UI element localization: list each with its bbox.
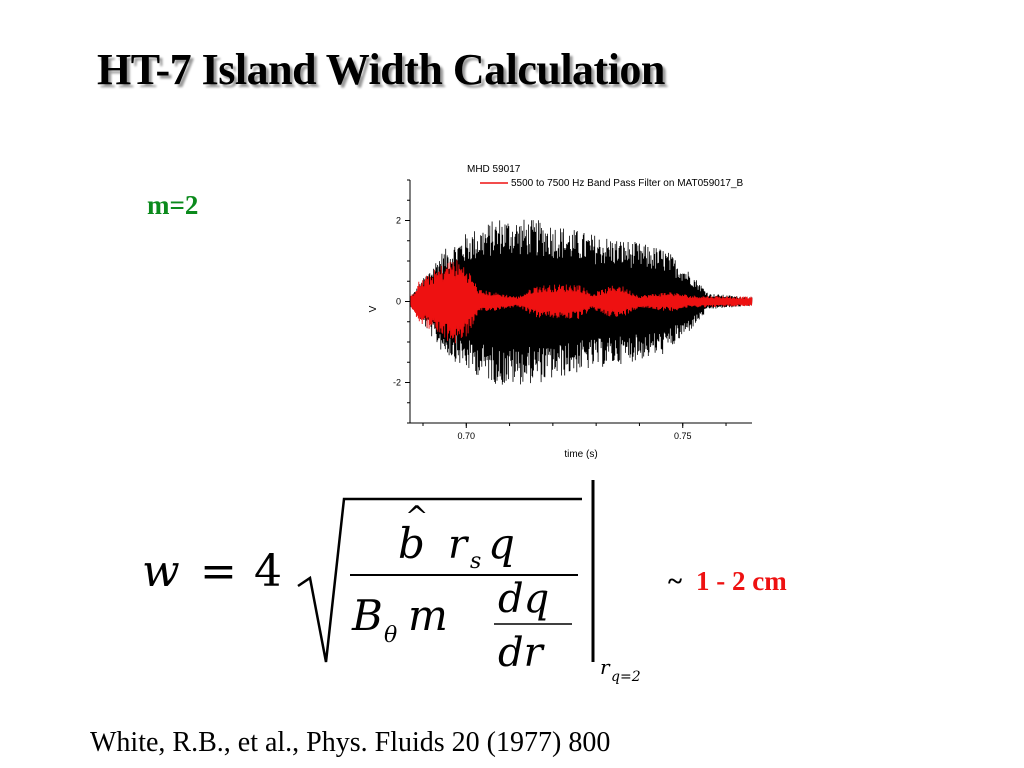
evaluation-subscript: q=2 [611, 669, 641, 685]
numerator-r-subscript: s [470, 549, 481, 574]
mode-number-label: m=2 [147, 190, 199, 220]
formula-lhs: w [142, 546, 180, 597]
y-axis-label: V [368, 305, 379, 312]
estimate-value: 1 - 2 cm [696, 566, 787, 596]
approx-symbol: ~ [668, 566, 683, 596]
formula-coefficient: 4 [254, 546, 282, 597]
island-width-estimate: ~1 - 2 cm [668, 566, 787, 597]
x-ticks: 0.70 0.75 [422, 423, 727, 441]
series-filtered-signal [409, 260, 753, 344]
derivative-numerator: dq [498, 576, 549, 622]
formula-equals: = [200, 546, 237, 597]
denominator-B: B [351, 591, 383, 640]
numerator-q: q [488, 519, 515, 568]
numerator-r: r [448, 522, 470, 568]
mhd-signal-chart: MHD 59017 5500 to 7500 Hz Band Pass Filt… [368, 164, 753, 460]
island-width-formula: w = 4 ^ b r s q B θ m dq dr r q=2 [142, 480, 641, 685]
y-tick-label: 2 [396, 216, 401, 226]
denominator-B-subscript: θ [384, 623, 397, 648]
chart-title: MHD 59017 [467, 164, 521, 175]
numerator-hat: ^ [405, 500, 428, 533]
denominator-m: m [408, 591, 448, 640]
series-raw-signal [409, 219, 753, 385]
evaluation-r: r [600, 655, 611, 679]
y-ticks: -2 0 2 [393, 179, 410, 424]
derivative-denominator: dr [498, 630, 546, 676]
numerator-b: b [398, 519, 425, 568]
citation-reference: White, R.B., et al., Phys. Fluids 20 (19… [90, 727, 611, 758]
plot-area [409, 219, 753, 385]
x-tick-label: 0.75 [674, 431, 692, 441]
x-axis-label: time (s) [564, 449, 597, 460]
y-tick-label: 0 [396, 297, 401, 307]
slide-title: HT-7 Island Width Calculation [97, 45, 665, 94]
x-tick-label: 0.70 [458, 431, 476, 441]
radical-sign [297, 497, 582, 663]
legend-entry: 5500 to 7500 Hz Band Pass Filter on MAT0… [511, 178, 744, 189]
y-tick-label: -2 [393, 378, 401, 388]
